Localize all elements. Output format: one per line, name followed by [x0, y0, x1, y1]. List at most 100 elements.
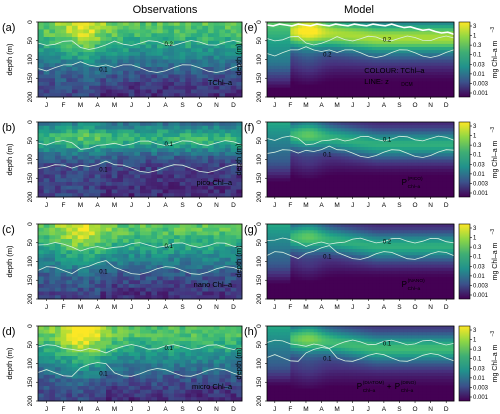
heatmap-cell: [77, 29, 84, 34]
heatmap-cell: [360, 125, 365, 129]
heatmap-cell: [83, 193, 90, 198]
heatmap-cell: [344, 175, 350, 179]
heatmap-cell: [117, 356, 124, 361]
heatmap-cell: [290, 84, 295, 89]
heatmap-cell: [185, 344, 192, 349]
heatmap-cell: [145, 167, 152, 172]
heatmap-cell: [185, 337, 192, 342]
heatmap-cell: [157, 193, 164, 198]
heatmap-cell: [196, 122, 203, 127]
heatmap-cell: [106, 284, 113, 289]
heatmap-cell: [145, 250, 152, 255]
heatmap-cell: [202, 78, 209, 83]
heatmap-cell: [348, 131, 354, 135]
heatmap-cell: [348, 181, 354, 185]
heatmap-cell: [267, 143, 272, 148]
heatmap-cell: [179, 333, 186, 338]
heatmap-cell: [38, 55, 45, 60]
heatmap-cell: [321, 22, 326, 26]
heatmap-cell: [117, 185, 124, 190]
heatmap-cell: [450, 25, 455, 29]
heatmap-cell: [145, 284, 152, 289]
heatmap-cell: [145, 89, 152, 94]
heatmap-cell: [55, 167, 62, 172]
heatmap-cell: [100, 239, 107, 244]
heatmap-cell: [106, 397, 113, 402]
heatmap-cell: [179, 178, 186, 183]
heatmap-cell: [111, 287, 118, 292]
heatmap-cell: [157, 155, 164, 160]
heatmap-cell: [426, 81, 432, 85]
heatmap-cell: [219, 193, 226, 198]
heatmap-cell: [128, 185, 135, 190]
heatmap-cell: [38, 356, 45, 361]
heatmap-cell: [236, 227, 243, 232]
heatmap-cell: [100, 178, 107, 183]
heatmap-cell: [157, 55, 164, 60]
heatmap-cell: [379, 34, 385, 39]
heatmap-cell: [298, 34, 303, 39]
heatmap-cell: [360, 156, 365, 160]
heatmap-cell: [305, 56, 311, 60]
heatmap-cell: [294, 147, 299, 151]
heatmap-cell: [49, 125, 56, 130]
heatmap-cell: [313, 125, 319, 129]
heatmap-cell: [225, 155, 232, 160]
heatmap-cell: [298, 147, 303, 151]
heatmap-cell: [364, 62, 369, 67]
heatmap-cell: [372, 65, 377, 70]
heatmap-cell: [174, 348, 181, 353]
heatmap-cell: [313, 156, 319, 160]
heatmap-cell: [140, 133, 147, 138]
heatmap-cell: [426, 53, 432, 57]
heatmap-cell: [111, 82, 118, 87]
heatmap-cell: [185, 37, 192, 42]
heatmap-cell: [278, 162, 283, 167]
heatmap-cell: [66, 284, 73, 289]
heatmap-cell: [270, 147, 276, 151]
heatmap-cell: [179, 224, 186, 229]
heatmap-cell: [196, 344, 203, 349]
heatmap-cell: [60, 374, 67, 379]
heatmap-cell: [202, 352, 209, 357]
heatmap-cell: [77, 159, 84, 164]
heatmap-cell: [337, 181, 342, 185]
heatmap-cell: [317, 175, 322, 179]
heatmap-cell: [140, 22, 147, 27]
contour-line: [37, 160, 243, 173]
heatmap-cell: [282, 75, 287, 79]
x-tick-label: M: [78, 202, 83, 209]
heatmap-cell: [111, 235, 118, 240]
heatmap-cell: [344, 28, 350, 32]
heatmap-cell: [157, 93, 164, 98]
heatmap-cell: [286, 140, 291, 145]
heatmap-cell: [140, 242, 147, 247]
heatmap-cell: [83, 67, 90, 72]
heatmap-cell: [309, 165, 315, 170]
heatmap-cell: [191, 378, 198, 383]
heatmap-cell: [38, 152, 45, 157]
heatmap-cell: [83, 174, 90, 179]
heatmap-cell: [174, 82, 181, 87]
heatmap-cell: [55, 250, 62, 255]
heatmap-cell: [348, 37, 354, 42]
heatmap-cell: [185, 284, 192, 289]
heatmap-cell: [379, 87, 385, 92]
heatmap-cell: [89, 93, 96, 98]
heatmap-cell: [134, 125, 141, 130]
heatmap-cell: [151, 287, 158, 292]
heatmap-cell: [302, 153, 307, 157]
heatmap-cell: [341, 125, 346, 129]
heatmap-cell: [294, 53, 299, 57]
heatmap-cell: [94, 159, 101, 164]
heatmap-cell: [60, 254, 67, 259]
heatmap-cell: [302, 40, 307, 45]
heatmap-cell: [274, 65, 280, 70]
heatmap-cell: [94, 189, 101, 194]
heatmap-cell: [111, 70, 118, 75]
heatmap-cell: [60, 133, 67, 138]
heatmap-cell: [313, 56, 319, 60]
heatmap-cell: [60, 193, 67, 198]
heatmap-cell: [157, 374, 164, 379]
